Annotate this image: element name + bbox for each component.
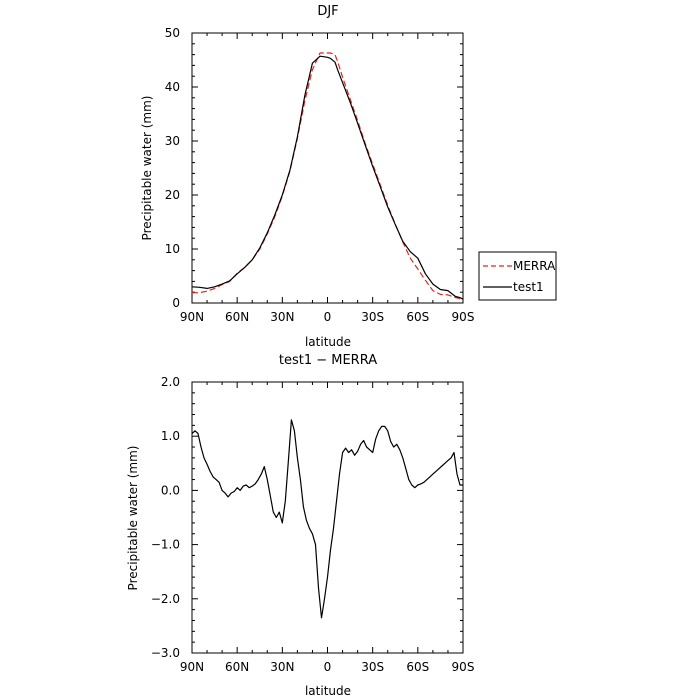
top-y-tick-label: 40 — [165, 80, 180, 94]
top-tick-labels: 90N 60N 30N 0 30S 60S 90S 0 10 20 30 40 50 — [165, 26, 475, 324]
top-y-tick-label: 30 — [165, 134, 180, 148]
legend-merra-label: MERRA — [513, 259, 556, 273]
bottom-y-tick-label: 1.0 — [161, 429, 180, 443]
top-y-axis-label: Precipitable water (mm) — [140, 96, 154, 241]
bottom-x-tick-label: 90N — [180, 660, 204, 674]
bottom-x-tick-label: 0 — [324, 660, 332, 674]
bottom-tick-labels: 90N 60N 30N 0 30S 60S 90S 2.0 1.0 0.0 −1.0 −2.0 −3.0 — [151, 375, 475, 674]
top-y-tick-label: 10 — [165, 242, 180, 256]
top-x-tick-label: 0 — [324, 310, 332, 324]
top-x-tick-label: 30S — [361, 310, 384, 324]
bottom-x-tick-label: 30S — [361, 660, 384, 674]
top-y-tick-label: 20 — [165, 188, 180, 202]
bottom-y-tick-label: 2.0 — [161, 375, 180, 389]
top-chart-title: DJF — [317, 4, 338, 19]
bottom-y-tick-label: −1.0 — [151, 538, 180, 552]
top-series-line-test1 — [191, 55, 464, 300]
top-series-lines — [191, 52, 464, 301]
bottom-x-tick-label: 60S — [406, 660, 429, 674]
bottom-x-tick-label: 90S — [452, 660, 475, 674]
top-x-axis-label: latitude — [305, 335, 351, 349]
bottom-y-tick-label: −2.0 — [151, 592, 180, 606]
bottom-chart-title: test1 − MERRA — [279, 353, 377, 368]
bottom-y-tick-label: 0.0 — [161, 483, 180, 497]
bottom-series-lines — [191, 419, 463, 619]
top-x-tick-label: 60S — [406, 310, 429, 324]
legend: MERRA test1 — [478, 251, 557, 301]
bottom-y-tick-label: −3.0 — [151, 646, 180, 660]
bottom-x-tick-label: 60N — [225, 660, 249, 674]
top-x-tick-label: 90S — [452, 310, 475, 324]
bottom-x-tick-label: 30N — [270, 660, 294, 674]
top-series-line-merra — [192, 52, 464, 301]
bottom-tick-marks — [191, 381, 464, 654]
top-x-tick-label: 90N — [180, 310, 204, 324]
top-chart-panel: DJF 90N 60N 30N 0 30S 60S 90S 0 10 20 30 40 50 latit… — [140, 4, 557, 349]
legend-box — [478, 251, 557, 301]
top-x-tick-label: 60N — [225, 310, 249, 324]
bottom-y-axis-label: Precipitable water (mm) — [126, 446, 140, 591]
top-y-tick-label: 0 — [172, 296, 180, 310]
bottom-chart-panel: test1 − MERRA 90N 60N 30N 0 30S 60S 90S 2.0 1.0 0… — [126, 353, 474, 698]
bottom-x-axis-label: latitude — [305, 684, 351, 698]
top-plot-frame — [191, 32, 464, 304]
top-tick-marks — [191, 32, 464, 304]
top-y-tick-label: 50 — [165, 26, 180, 40]
legend-test1-label: test1 — [513, 280, 544, 294]
bottom-series-line-difference — [191, 419, 463, 619]
top-x-tick-label: 30N — [270, 310, 294, 324]
bottom-plot-frame — [191, 381, 464, 654]
